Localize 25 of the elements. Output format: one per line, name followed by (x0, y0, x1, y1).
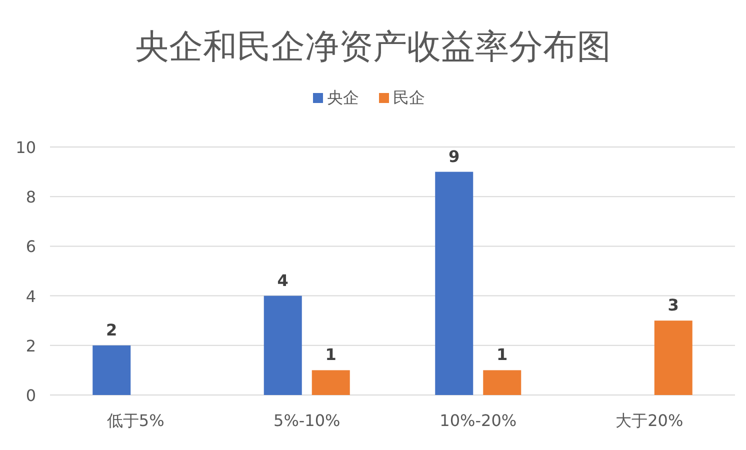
legend-label: 民企 (393, 88, 425, 107)
x-tick-label: 大于20% (616, 411, 684, 430)
x-tick-label: 低于5% (106, 411, 164, 430)
bar (654, 320, 692, 395)
data-label: 2 (106, 320, 118, 340)
x-tick-label: 10%-20% (440, 411, 517, 430)
y-tick-label: 6 (26, 237, 36, 256)
bar (264, 296, 302, 395)
y-tick-label: 8 (26, 188, 36, 207)
bar (435, 172, 474, 395)
data-label: 4 (277, 270, 288, 290)
x-tick-label: 5%-10% (274, 411, 340, 430)
bar (92, 345, 131, 395)
data-label: 1 (496, 345, 508, 364)
bar (312, 370, 350, 395)
bar (483, 370, 522, 395)
y-tick-label: 4 (26, 286, 36, 306)
legend-label: 央企 (327, 88, 359, 107)
data-label: 1 (325, 345, 336, 364)
data-label: 9 (448, 146, 460, 166)
y-tick-label: 2 (26, 336, 36, 356)
data-label: 3 (668, 296, 679, 315)
y-tick-label: 10 (16, 138, 36, 157)
y-tick-label: 0 (26, 386, 36, 405)
chart-title: 央企和民企净资产收益率分布图 (135, 27, 611, 67)
